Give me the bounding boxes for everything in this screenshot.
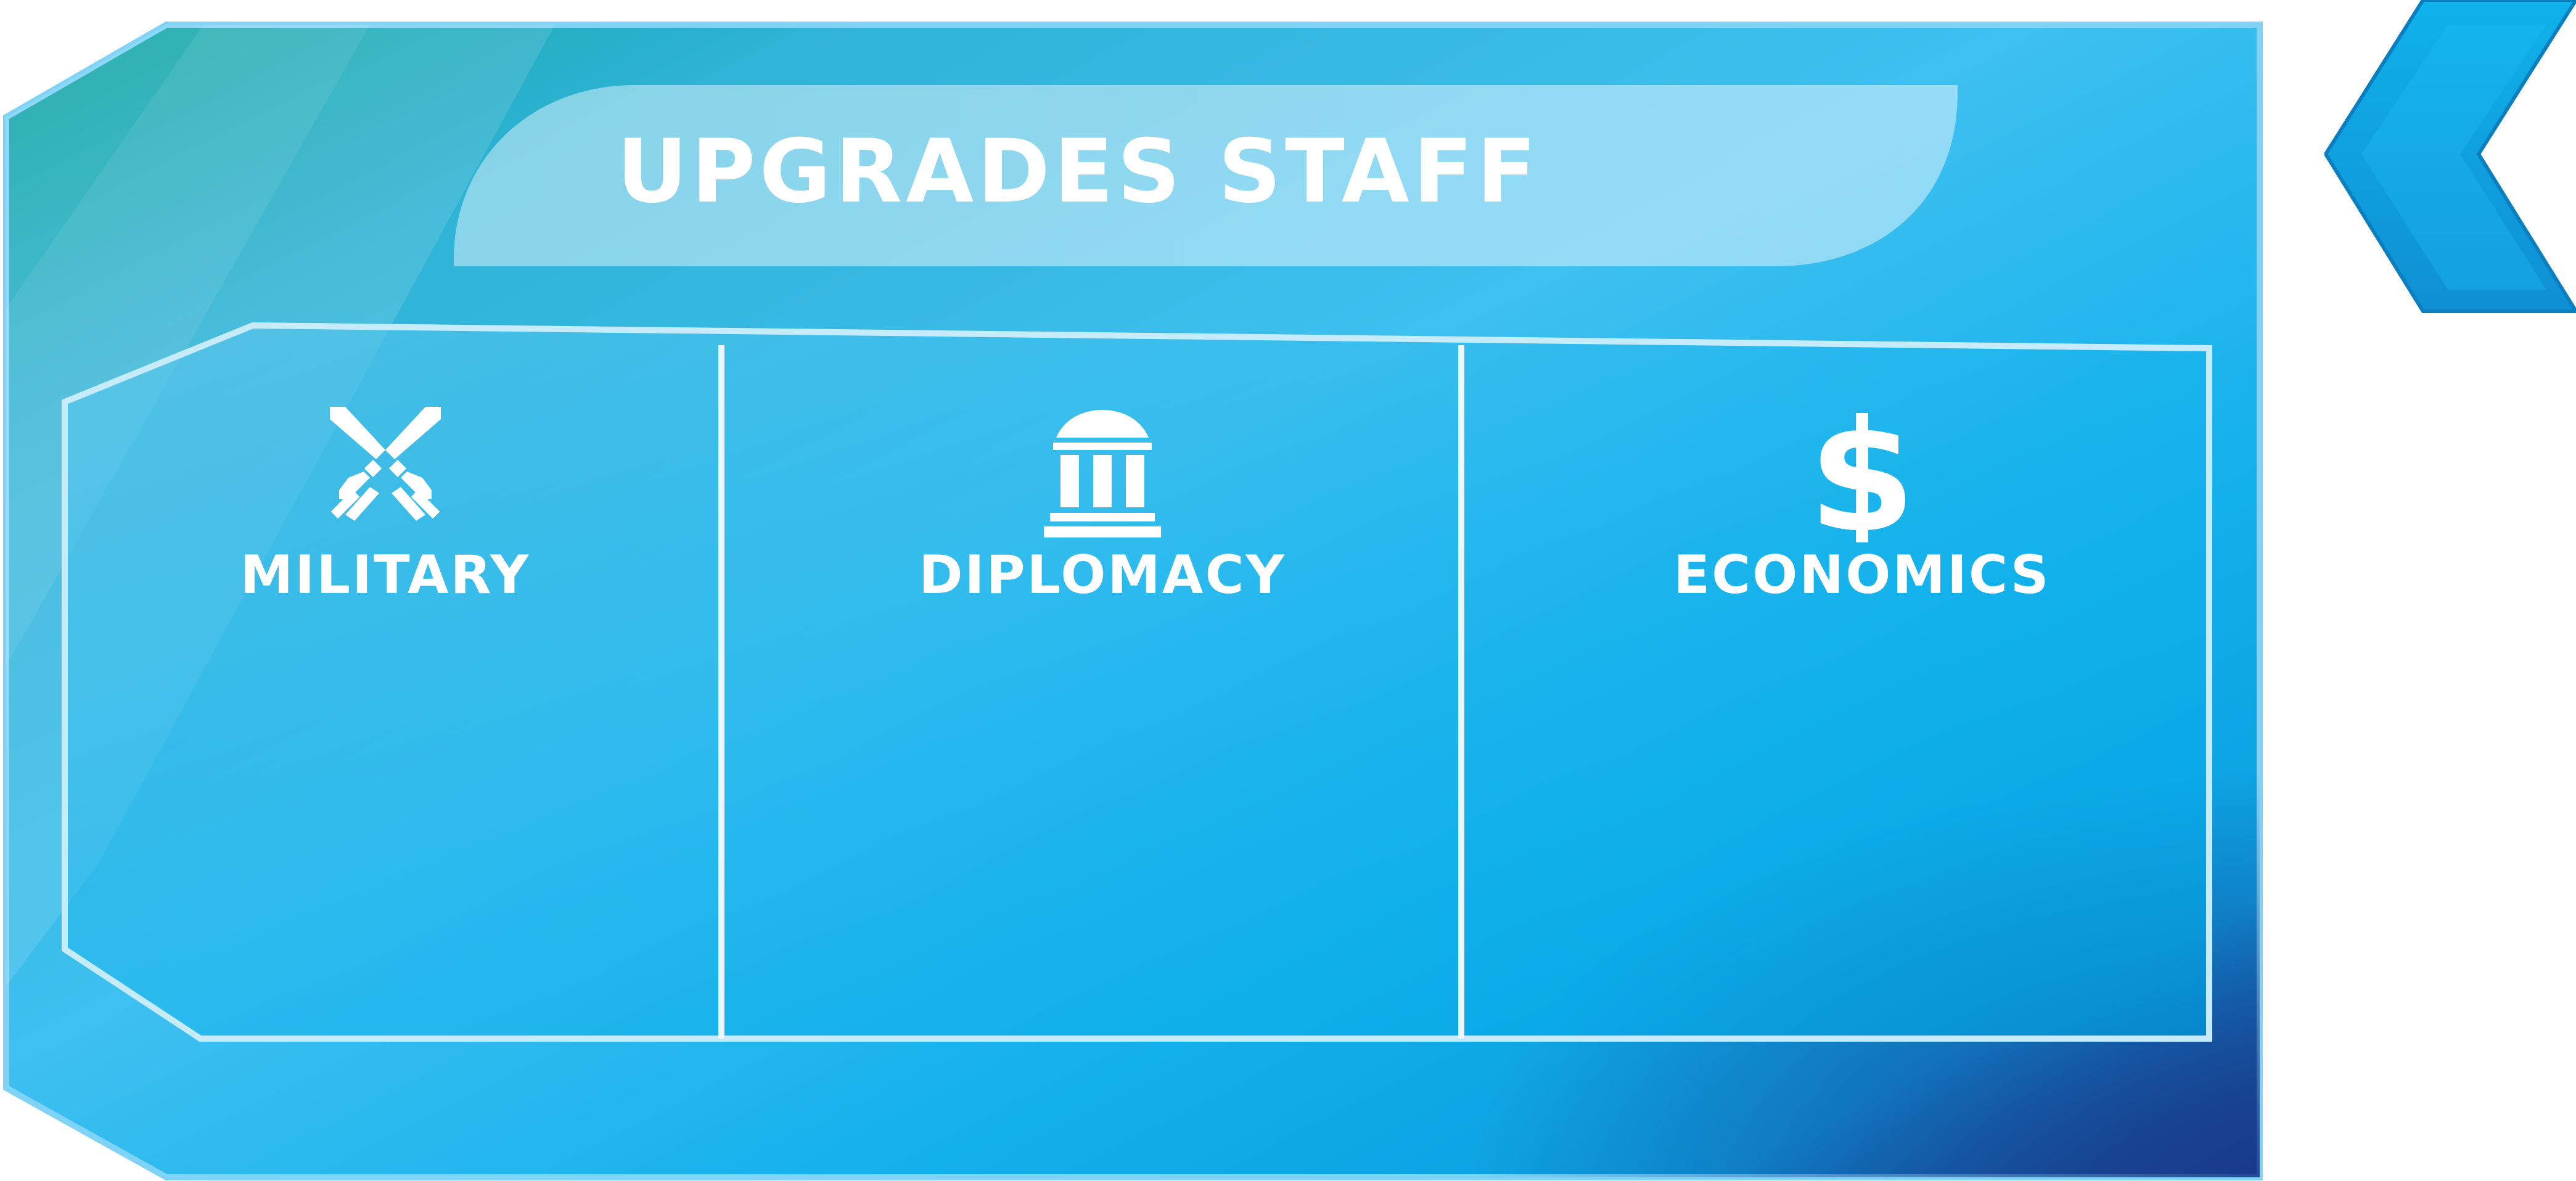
panel-title: UPGRADES STAFF: [617, 121, 1540, 223]
category-military[interactable]: MILITARY: [108, 407, 663, 610]
category-economics[interactable]: $ ECONOMICS: [1585, 407, 2139, 610]
chevron-left-icon: [2324, 0, 2576, 313]
category-label: MILITARY: [240, 544, 531, 606]
government-building-icon: [1044, 410, 1161, 537]
back-button[interactable]: [2324, 0, 2576, 314]
category-diplomacy[interactable]: DIPLOMACY: [825, 407, 1380, 610]
title-tab: UPGRADES STAFF: [454, 84, 1958, 266]
crossed-swords-icon: [330, 407, 441, 521]
dollar-sign-icon: $: [1808, 407, 1916, 542]
category-label: ECONOMICS: [1673, 544, 2051, 606]
category-label: DIPLOMACY: [919, 544, 1286, 606]
svg-text:$: $: [1808, 407, 1916, 542]
